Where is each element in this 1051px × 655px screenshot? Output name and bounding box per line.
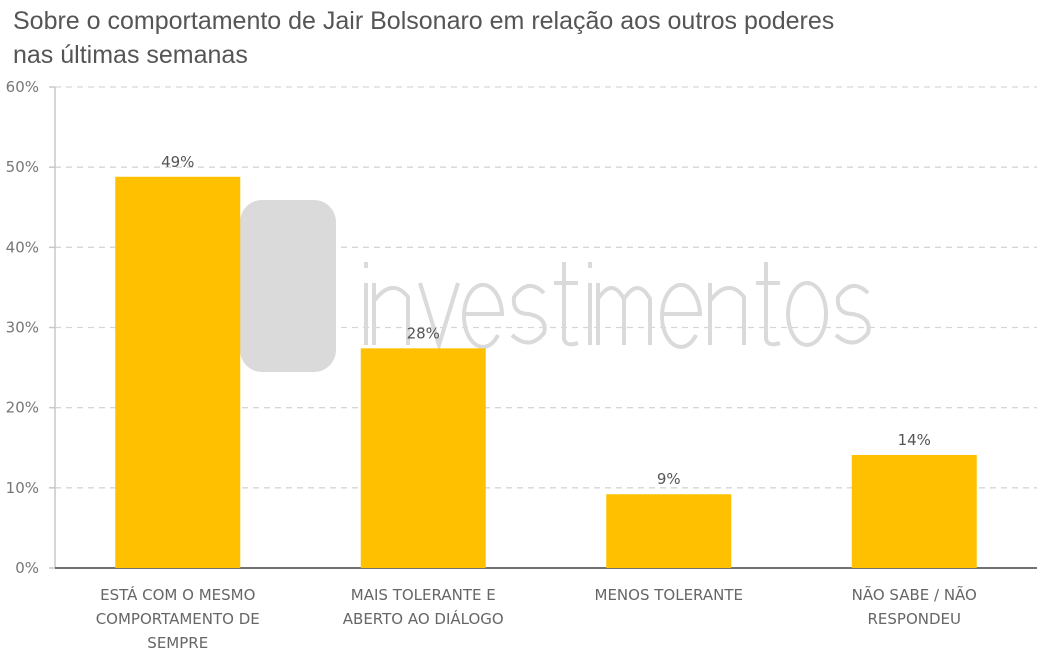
x-category-label: MAIS TOLERANTE E [351, 586, 496, 604]
x-category-label: SEMPRE [147, 634, 208, 652]
title-line-1: Sobre o comportamento de Jair Bolsonaro … [13, 7, 835, 35]
watermark-letter [596, 283, 652, 345]
x-category-label: ESTÁ COM O MESMO [100, 585, 255, 604]
data-label: 28% [407, 324, 440, 342]
x-category-label: ABERTO AO DIÁLOGO [343, 609, 504, 628]
x-category-label: MENOS TOLERANTE [595, 586, 743, 604]
watermark-letter [510, 284, 547, 345]
data-label: 14% [898, 431, 931, 449]
watermark-logo-box [240, 200, 336, 372]
y-tick-label: 10% [6, 479, 39, 497]
watermark-letter [372, 283, 410, 345]
watermark-letter [554, 262, 579, 347]
x-category-label: COMPORTAMENTO DE [96, 610, 260, 628]
watermark-letter [756, 262, 781, 347]
data-label: 9% [657, 470, 681, 488]
y-tick-label: 0% [15, 559, 39, 577]
data-label: 49% [161, 153, 194, 171]
watermark-letter [708, 283, 746, 345]
title-line-2: nas últimas semanas [13, 41, 248, 69]
chart-title: Sobre o comportamento de Jair Bolsonaro … [13, 4, 834, 72]
x-category-label: RESPONDEU [867, 610, 961, 628]
bar [360, 348, 486, 568]
bar [606, 494, 732, 568]
y-tick-label: 30% [6, 319, 39, 337]
watermark-letter [834, 284, 871, 345]
bar [115, 176, 241, 568]
watermark [240, 200, 871, 372]
x-category-label: NÃO SABE / NÃO [852, 585, 977, 604]
watermark-letter [462, 282, 505, 349]
watermark-letter [418, 282, 460, 352]
y-tick-label: 40% [6, 238, 39, 256]
bar [851, 454, 977, 568]
y-tick-label: 50% [6, 158, 39, 176]
y-tick-label: 20% [6, 399, 39, 417]
watermark-letter [786, 281, 828, 347]
watermark-letter [660, 282, 703, 349]
y-tick-label: 60% [6, 78, 39, 96]
